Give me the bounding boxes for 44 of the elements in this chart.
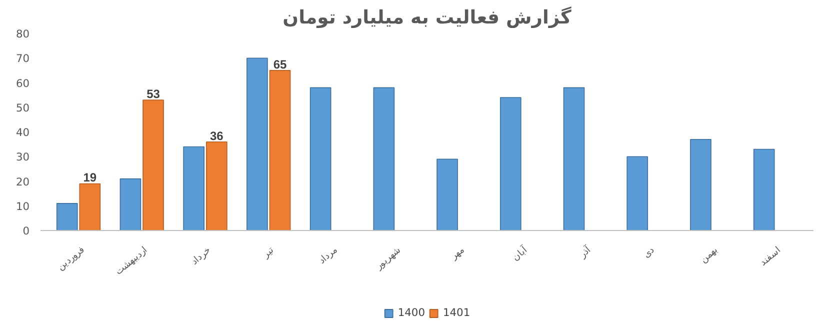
bar <box>120 178 142 230</box>
bar <box>246 58 268 230</box>
x-tick-label: تیر <box>260 244 276 261</box>
bar <box>753 148 775 230</box>
x-tick-label: شهریور <box>373 244 404 272</box>
x-tick-label: اسفند <box>758 244 783 268</box>
chart-title: گزارش فعالیت به میلیارد تومان <box>282 6 572 28</box>
data-label: 53 <box>146 86 160 101</box>
bar <box>79 183 101 230</box>
bar <box>142 100 164 230</box>
bar <box>269 70 291 230</box>
data-label: 19 <box>83 170 97 185</box>
bar <box>56 203 78 230</box>
data-label: 65 <box>273 57 288 72</box>
bar <box>626 156 648 230</box>
y-tick-label: 10 <box>16 200 30 213</box>
bar <box>690 138 712 230</box>
bar <box>436 158 458 230</box>
x-tick-label: بهمن <box>698 244 720 266</box>
x-tick-label: دی <box>641 244 656 260</box>
bar <box>183 146 204 230</box>
y-tick-label: 60 <box>16 76 30 90</box>
y-tick-label: 80 <box>16 28 30 40</box>
x-tick-label: مرداد <box>316 244 340 267</box>
y-tick-label: 50 <box>16 101 30 114</box>
x-tick-label: فروردین <box>56 244 86 273</box>
x-tick-label: آذر <box>576 244 594 261</box>
y-tick-label: 70 <box>16 52 30 66</box>
y-tick-label: 30 <box>16 150 30 164</box>
bar <box>310 87 332 230</box>
bar <box>373 87 395 230</box>
data-label: 36 <box>210 128 224 143</box>
x-tick-label: مهر <box>448 244 467 263</box>
y-tick-label: 40 <box>16 126 30 139</box>
y-tick-label: 0 <box>22 224 30 238</box>
legend-label: 1401 <box>443 306 470 319</box>
y-tick-label: 20 <box>16 175 30 188</box>
legend-label: 1400 <box>398 306 425 319</box>
x-tick-label: اردیبهشت <box>114 244 150 278</box>
x-tick-label: آبان <box>510 244 530 263</box>
x-tick-label: خرداد <box>189 244 214 268</box>
bar <box>563 87 585 230</box>
bar <box>500 97 522 230</box>
bar <box>206 141 228 230</box>
